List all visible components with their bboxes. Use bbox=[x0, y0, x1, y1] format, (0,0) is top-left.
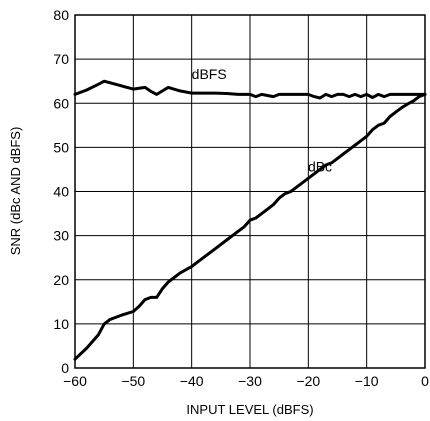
y-tick-label: 20 bbox=[53, 272, 69, 288]
series-lines bbox=[73, 79, 427, 361]
y-tick-label: 80 bbox=[53, 7, 69, 23]
y-tick-labels: 0 10 20 30 40 50 60 70 80 bbox=[53, 7, 69, 376]
series-line-dbfs bbox=[73, 79, 427, 100]
series-labels: dBFS dBc bbox=[192, 66, 332, 175]
x-tick-labels: −60 −50 −40 −30 −20 −10 0 bbox=[63, 373, 429, 389]
x-tick-label: −10 bbox=[355, 373, 379, 389]
y-tick-label: 40 bbox=[53, 184, 69, 200]
grid-lines bbox=[75, 15, 425, 368]
x-tick-label: −30 bbox=[238, 373, 262, 389]
y-tick-label: 30 bbox=[53, 228, 69, 244]
series-line-dbc bbox=[73, 92, 427, 361]
y-tick-label: 70 bbox=[53, 51, 69, 67]
x-tick-label: −50 bbox=[121, 373, 145, 389]
x-tick-label: 0 bbox=[421, 373, 429, 389]
x-tick-label: −60 bbox=[63, 373, 87, 389]
y-tick-label: 60 bbox=[53, 95, 69, 111]
y-tick-label: 10 bbox=[53, 316, 69, 332]
y-tick-label: 0 bbox=[61, 360, 69, 376]
x-tick-label: −40 bbox=[180, 373, 204, 389]
plot-frame bbox=[74, 14, 426, 369]
y-tick-label: 50 bbox=[53, 139, 69, 155]
x-tick-label: −20 bbox=[296, 373, 320, 389]
x-axis-label: INPUT LEVEL (dBFS) bbox=[186, 402, 313, 417]
series-label-dbfs: dBFS bbox=[192, 66, 227, 82]
y-axis-label: SNR (dBc AND dBFS) bbox=[8, 127, 23, 256]
series-label-dbc: dBc bbox=[308, 159, 332, 175]
